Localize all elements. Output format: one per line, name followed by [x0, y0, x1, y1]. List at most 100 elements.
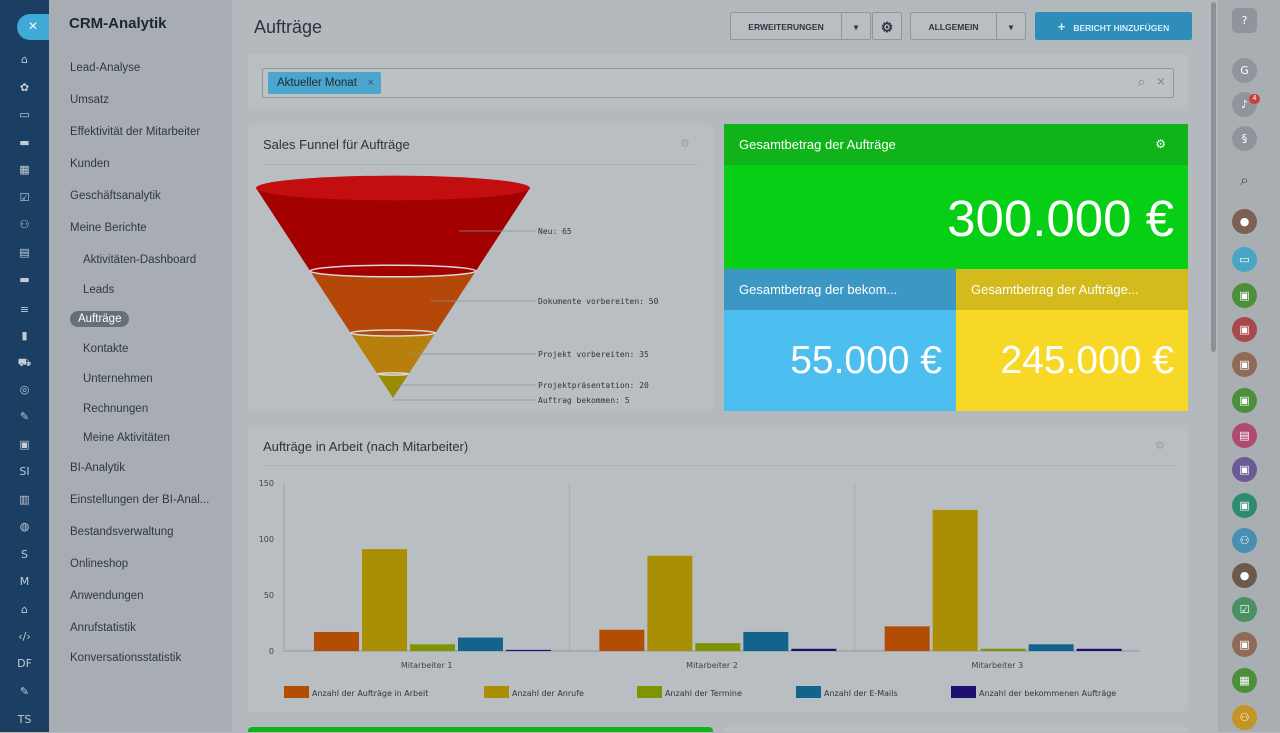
settings-button[interactable]: ⚙ — [872, 12, 902, 40]
funnel-label: Projektpräsentation: 20 — [538, 381, 649, 390]
funnel-settings-icon[interactable]: ⚙ — [680, 138, 690, 150]
target-icon[interactable]: ◎ — [19, 383, 30, 396]
lock-icon[interactable]: ▣ — [1232, 317, 1257, 342]
bank-icon[interactable]: ⌂ — [21, 603, 28, 616]
lock-icon[interactable]: ▣ — [1232, 352, 1257, 377]
filter-search-input[interactable]: Aktueller Monat × ⌕ × — [262, 68, 1174, 98]
sidebar-item[interactable]: Anwendungen — [70, 590, 144, 602]
sidebar-item[interactable]: Aufträge — [70, 311, 130, 327]
m-icon[interactable]: M — [19, 575, 30, 588]
legend-item[interactable]: Anzahl der bekommenen Aufträge — [951, 686, 1116, 698]
shop-icon[interactable]: ⛟ — [17, 356, 32, 369]
funnel-segment — [377, 374, 409, 398]
avatar-icon[interactable]: ● — [1232, 209, 1257, 234]
sidebar-item[interactable]: Rechnungen — [83, 403, 149, 415]
report-icon[interactable]: ▥ — [19, 493, 30, 506]
sidebar-item[interactable]: Aktivitäten-Dashboard — [83, 254, 197, 266]
legend-item[interactable]: Anzahl der Anrufe — [484, 686, 584, 698]
lock-icon[interactable]: ▣ — [1232, 632, 1257, 657]
sidebar-item[interactable]: Meine Berichte — [70, 222, 147, 234]
scrollbar-thumb[interactable] — [1211, 2, 1216, 352]
general-dropdown-button[interactable]: ▾ — [996, 12, 1026, 40]
sign-icon[interactable]: ✎ — [19, 410, 30, 423]
avatar-icon[interactable]: ● — [1232, 563, 1257, 588]
sidebar-item[interactable]: Kunden — [70, 158, 110, 170]
lock-icon[interactable]: ▣ — [1232, 283, 1257, 308]
edit-icon[interactable]: ✎ — [19, 685, 30, 698]
chip-remove-icon[interactable]: × — [367, 77, 374, 89]
sidebar-item[interactable]: Meine Aktivitäten — [83, 432, 170, 444]
plus-icon: + — [1057, 19, 1066, 34]
tasks-icon[interactable]: ☑ — [19, 191, 30, 204]
sidebar-item[interactable]: Konversationsstatistik — [70, 652, 182, 664]
sidebar-item[interactable]: Lead-Analyse — [70, 62, 141, 74]
legend-item[interactable]: Anzahl der Aufträge in Arbeit — [284, 686, 428, 698]
clear-filter-icon[interactable]: × — [1156, 73, 1165, 89]
legend-item[interactable]: Anzahl der E-Mails — [796, 686, 898, 698]
x-tick-label: Mitarbeiter 2 — [686, 661, 738, 670]
chat-icon[interactable]: ▬ — [19, 136, 30, 149]
support-icon[interactable]: § — [1232, 126, 1257, 151]
search-icon[interactable]: ⌕ — [1137, 74, 1145, 89]
sidebar-item[interactable]: Umsatz — [70, 94, 109, 106]
calendar-icon[interactable]: ▦ — [1232, 668, 1257, 693]
chat-bubble-icon[interactable]: ▭ — [1232, 247, 1257, 272]
crm-g-icon[interactable]: G — [1232, 58, 1257, 83]
s-icon[interactable]: S — [21, 548, 28, 561]
sidebar-item[interactable]: Bestandsverwaltung — [70, 526, 174, 538]
id-card-icon[interactable]: ▤ — [1232, 423, 1257, 448]
people-icon[interactable]: ⚇ — [1232, 528, 1257, 553]
legend-item[interactable]: Anzahl der Termine — [637, 686, 742, 698]
crm-sidebar: CRM-Analytik Lead-Analyse Umsatz Effektivi… — [49, 0, 232, 732]
document-icon[interactable]: ▤ — [19, 246, 30, 259]
bar — [314, 631, 359, 651]
sidebar-item[interactable]: Effektivität der Mitarbeiter — [70, 126, 201, 138]
help-icon[interactable]: ? — [1232, 8, 1257, 33]
home-icon[interactable]: ⌂ — [21, 53, 28, 66]
sidebar-item[interactable]: Kontakte — [83, 343, 129, 355]
sidebar-item[interactable]: Einstellungen der BI-Anal... — [70, 494, 210, 506]
code-icon[interactable]: ‹/› — [18, 630, 31, 643]
funnel-stage — [349, 329, 437, 376]
funnel-separator — [309, 264, 477, 278]
bar-chart-title: Aufträge in Arbeit (nach Mitarbeiter) — [263, 439, 469, 454]
robot-icon[interactable]: ◍ — [19, 520, 30, 533]
filter-chip[interactable]: Aktueller Monat × — [268, 72, 381, 94]
sidebar-item[interactable]: Unternehmen — [83, 373, 153, 385]
extensions-dropdown-button[interactable]: ▾ — [841, 12, 871, 40]
sidebar-item[interactable]: Anrufstatistik — [70, 622, 136, 634]
sidebar-item[interactable]: Geschäftsanalytik — [70, 190, 161, 202]
y-tick-label: 50 — [264, 591, 274, 600]
lock-icon[interactable]: ▣ — [1232, 493, 1257, 518]
bar — [410, 644, 455, 651]
sidebar-item[interactable]: Leads — [83, 284, 115, 296]
calendar-icon[interactable]: ▦ — [19, 163, 30, 176]
kpi-settings-icon[interactable]: ⚙ — [1155, 137, 1166, 151]
general-button[interactable]: ALLGEMEIN — [910, 12, 997, 40]
df-icon[interactable]: DF — [17, 657, 32, 670]
drive-icon[interactable]: ▬ — [19, 273, 30, 286]
bar — [506, 649, 551, 651]
sidebar-item[interactable]: BI-Analytik — [70, 462, 125, 474]
ts-icon[interactable]: TS — [17, 713, 32, 726]
search-icon[interactable]: ⌕ — [1240, 171, 1249, 189]
filter-icon[interactable]: ≡ — [19, 303, 30, 316]
close-menu-icon[interactable]: × — [17, 14, 49, 40]
lock-icon[interactable]: ▣ — [1232, 457, 1257, 482]
inbox-icon[interactable]: ▭ — [19, 108, 30, 121]
sidebar-item[interactable]: Onlineshop — [70, 558, 129, 570]
bar-chart-settings-icon[interactable]: ⚙ — [1155, 440, 1165, 452]
add-report-button[interactable]: + BERICHT HINZUFÜGEN — [1035, 12, 1192, 40]
analytics-icon[interactable]: ▮ — [21, 329, 28, 342]
people-icon[interactable]: ⚇ — [1232, 705, 1257, 730]
sidebar-title: CRM-Analytik — [69, 15, 167, 32]
group-icon[interactable]: ⚇ — [19, 218, 30, 231]
page-scrollbar[interactable] — [1210, 0, 1218, 732]
contact-card-icon[interactable]: ▣ — [19, 438, 30, 451]
puzzle-icon[interactable]: ✿ — [19, 81, 30, 94]
task-check-icon[interactable]: ☑ — [1232, 597, 1257, 622]
bar — [1028, 644, 1074, 651]
si-icon[interactable]: SI — [19, 465, 30, 478]
extensions-button[interactable]: ERWEITERUNGEN — [730, 12, 842, 40]
lock-icon[interactable]: ▣ — [1232, 388, 1257, 413]
